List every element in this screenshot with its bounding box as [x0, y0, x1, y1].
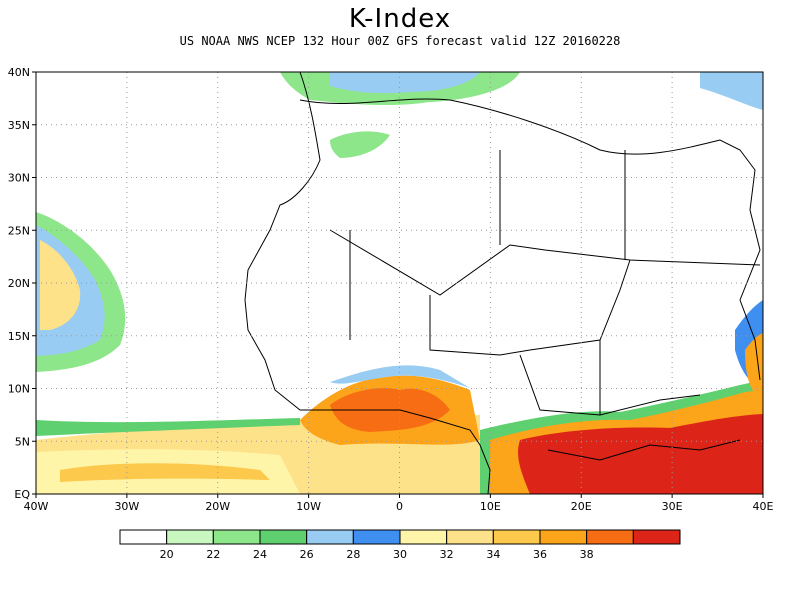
legend-label: 26 [300, 548, 314, 561]
legend-label: 30 [393, 548, 407, 561]
legend-label: 38 [580, 548, 594, 561]
map-subtitle: US NOAA NWS NCEP 132 Hour 00Z GFS foreca… [179, 34, 621, 48]
lon-labels: 40W 30W 20W 10W 0 10E 20E 30E 40E [24, 494, 774, 513]
field-west-africa-edge [330, 365, 470, 388]
lat-label: 10N [8, 383, 30, 396]
legend-label: 24 [253, 548, 267, 561]
field-aegean [700, 72, 763, 110]
lon-label: 0 [396, 500, 403, 513]
legend-swatch [492, 529, 541, 545]
lon-label: 40E [753, 500, 774, 513]
legend-label: 22 [206, 548, 220, 561]
lat-label: 20N [8, 277, 30, 290]
legend-swatch [166, 529, 214, 545]
lat-label: 30N [8, 172, 30, 185]
lat-label: EQ [14, 488, 30, 501]
legend-label: 32 [440, 548, 454, 561]
lon-label: 30E [662, 500, 683, 513]
legend-swatch [446, 529, 494, 545]
legend-swatch [119, 529, 168, 545]
lon-label: 10E [480, 500, 501, 513]
legend-swatch [632, 529, 681, 545]
lon-label: 20W [205, 500, 230, 513]
legend-swatch [306, 529, 354, 545]
field-central-africa-hot [518, 414, 763, 494]
legend-swatch [212, 529, 261, 545]
lat-label: 35N [8, 119, 30, 132]
map-title: K-Index [348, 4, 452, 34]
lat-labels: 40N 35N 30N 25N 20N 15N 10N 5N EQ [8, 66, 36, 501]
lat-label: 15N [8, 330, 30, 343]
lat-label: 40N [8, 66, 30, 79]
lat-label: 25N [8, 224, 30, 237]
lon-label: 10W [296, 500, 321, 513]
field-mediterranean-core [330, 72, 480, 94]
field-mediterranean-south [330, 131, 390, 158]
lon-label: 20E [571, 500, 592, 513]
legend-label: 28 [346, 548, 360, 561]
coastlines [244, 71, 761, 495]
legend-label: 34 [486, 548, 500, 561]
field-east-coast-warm [745, 333, 763, 400]
field-atlantic-plume-hot [40, 240, 81, 330]
lat-label: 5N [15, 435, 30, 448]
legend-swatch [539, 529, 588, 545]
legend-swatch [399, 529, 448, 545]
legend-swatch [352, 529, 401, 545]
lon-label: 40W [24, 500, 49, 513]
legend-label: 36 [533, 548, 547, 561]
legend-swatch [586, 529, 634, 545]
legend-swatch [259, 529, 308, 545]
legend-label: 20 [160, 548, 174, 561]
lon-label: 30W [114, 500, 139, 513]
field-band-edge [36, 418, 300, 436]
